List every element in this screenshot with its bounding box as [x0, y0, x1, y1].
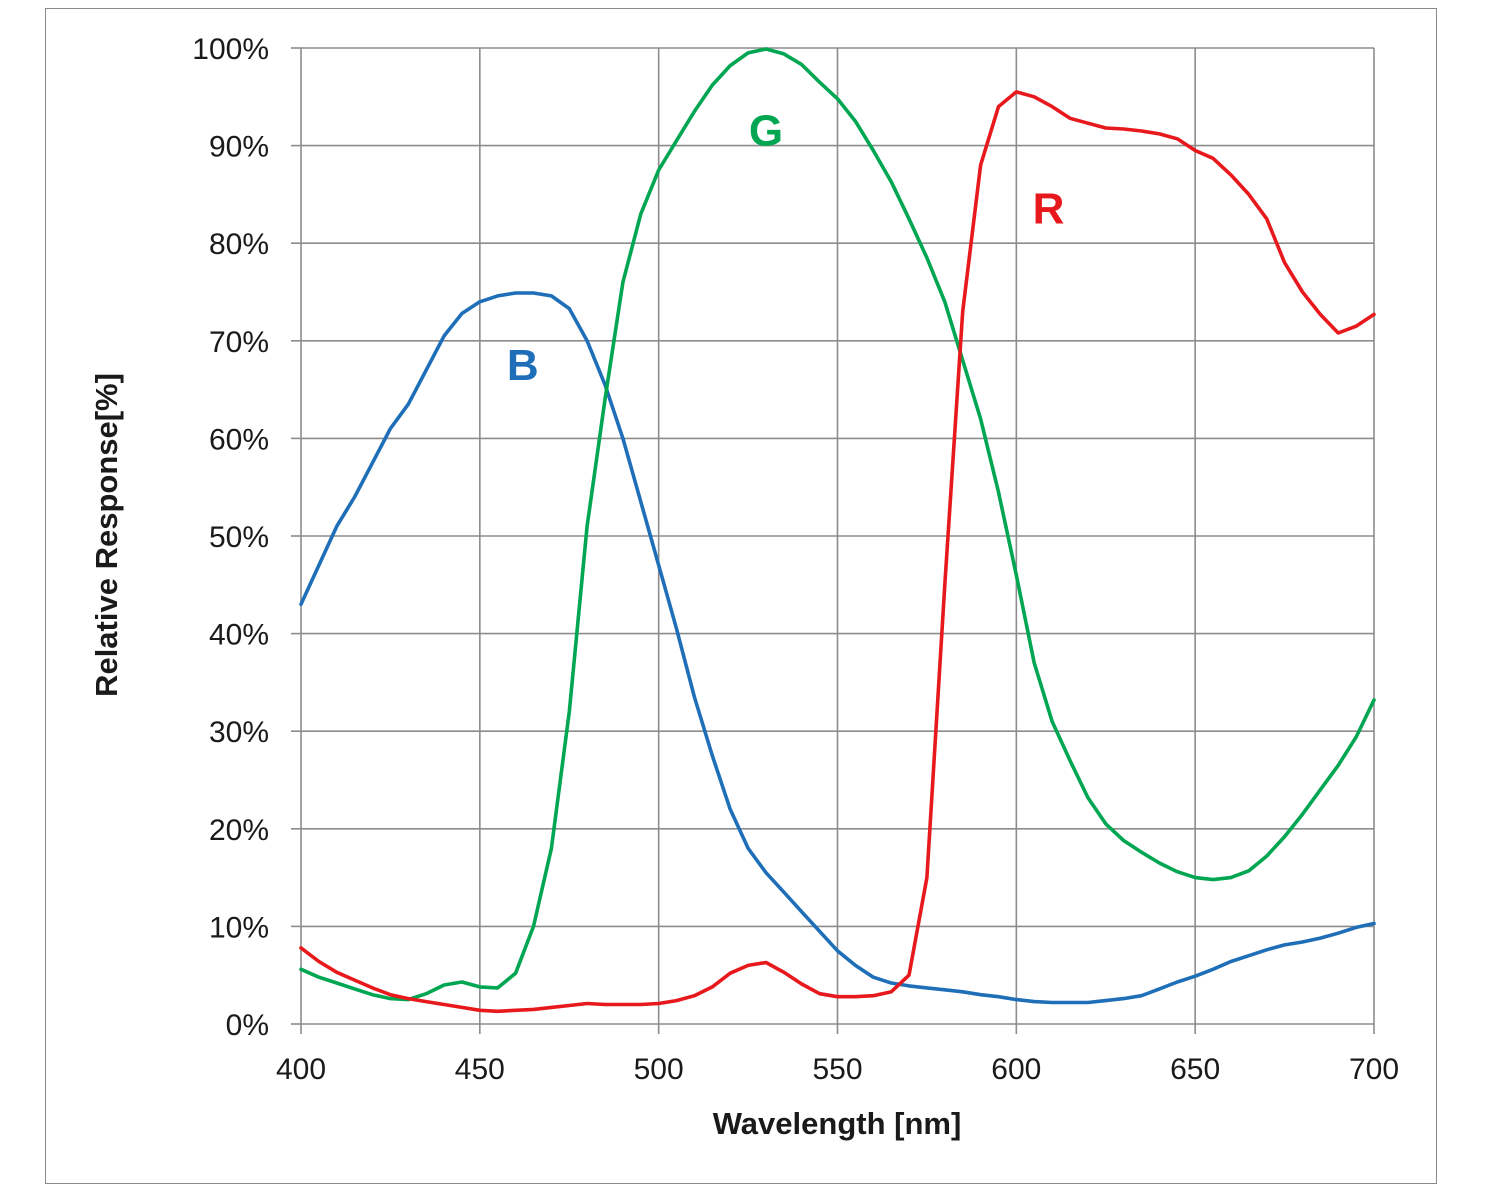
y-tick-label: 60% [209, 423, 269, 456]
y-tick-label: 90% [209, 131, 269, 164]
series-annotation-g: G [749, 107, 783, 156]
x-tick-label: 550 [812, 1053, 862, 1086]
y-tick-label: 80% [209, 228, 269, 261]
series-annotation-b: B [507, 341, 539, 390]
y-tick-label: 30% [209, 716, 269, 749]
series-annotations: B G R [507, 107, 1065, 390]
series-lines [299, 47, 1376, 1014]
y-tick-label: 10% [209, 911, 269, 944]
series-annotation-r: R [1033, 185, 1065, 234]
chart-frame [45, 8, 1437, 1184]
y-tick-label: 0% [226, 1009, 269, 1042]
y-tick-label: 100% [192, 33, 269, 66]
y-tick-label: 50% [209, 521, 269, 554]
series-line-r [299, 90, 1376, 1014]
series-line-b [299, 291, 1376, 1005]
grid [291, 47, 1375, 1034]
y-axis-title: Relative Response[%] [89, 373, 124, 697]
y-tick-label: 40% [209, 619, 269, 652]
y-tick-label: 70% [209, 326, 269, 359]
x-tick-label: 500 [634, 1053, 684, 1086]
series-line-g [299, 47, 1376, 1002]
x-tick-label: 700 [1349, 1053, 1399, 1086]
x-axis-title: Wavelength [nm] [713, 1106, 962, 1141]
tick-labels: 0% 10% 20% 30% 40% 50% 60% 70% 80% 90% 100% 400 450 5… [192, 33, 1399, 1086]
x-tick-label: 450 [455, 1053, 505, 1086]
x-tick-label: 400 [276, 1053, 326, 1086]
y-tick-label: 20% [209, 814, 269, 847]
x-tick-label: 650 [1170, 1053, 1220, 1086]
x-tick-label: 600 [991, 1053, 1041, 1086]
